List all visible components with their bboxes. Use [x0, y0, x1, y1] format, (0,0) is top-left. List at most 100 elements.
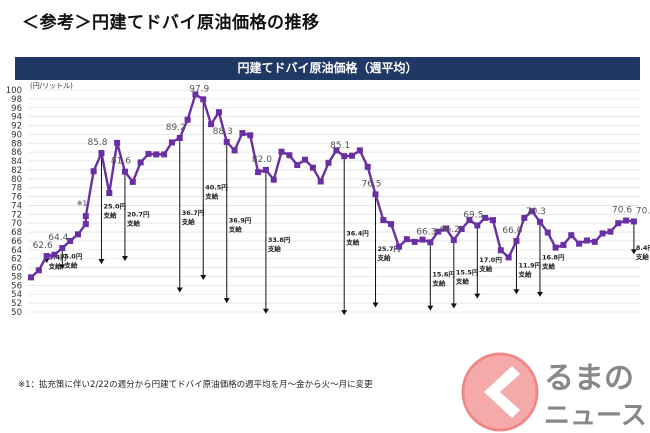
subsidy-label: 支給 — [48, 262, 63, 271]
y-tick-label: 84 — [11, 157, 22, 167]
series-line — [28, 91, 637, 281]
data-point — [51, 251, 58, 258]
y-tick-label: 98 — [11, 95, 22, 105]
y-tick-label: 56 — [11, 281, 22, 291]
data-point — [513, 237, 520, 244]
value-label: 66.3 — [416, 227, 436, 237]
y-axis-label: (円/リットル) — [30, 82, 73, 90]
svg-text:ニュース: ニュース — [544, 401, 647, 431]
data-point — [427, 239, 434, 246]
subsidy-amount: 33.8円 — [268, 236, 291, 244]
arrow-head-icon — [450, 303, 457, 309]
data-point — [145, 150, 152, 157]
value-label: 76.5 — [361, 179, 381, 189]
value-label: 66.2 — [440, 225, 460, 235]
subsidy-label: 支給 — [455, 276, 470, 285]
y-tick-label: 92 — [11, 122, 22, 132]
data-point — [341, 153, 348, 160]
data-point — [294, 162, 301, 169]
subsidy-label: 支給 — [478, 264, 493, 273]
data-point — [615, 220, 622, 227]
data-point — [82, 213, 89, 220]
data-point — [325, 159, 332, 166]
y-axis-ticks: 1009896949290888684828078767472706866646… — [6, 86, 22, 318]
data-point — [458, 225, 465, 232]
data-point — [576, 240, 583, 247]
subsidy-label: 支給 — [204, 192, 219, 201]
subsidy-label: 支給 — [431, 278, 446, 287]
chart-title-banner: 円建てドバイ原油価格（週平均） — [15, 57, 640, 80]
arrow-head-icon — [372, 302, 379, 308]
subsidy-amount: 36.4円 — [346, 230, 369, 238]
data-point — [215, 109, 222, 116]
data-point — [529, 208, 536, 215]
y-tick-label: 94 — [11, 113, 22, 123]
data-point — [82, 221, 89, 228]
data-point — [380, 217, 387, 224]
data-point — [466, 217, 473, 224]
footnote: ※1：拡充策に伴い2/22の週分から円建てドバイ原油価格の週平均を月～金から火～… — [18, 380, 373, 390]
value-label: 81.6 — [111, 157, 131, 167]
subsidy-label: 支給 — [345, 238, 360, 247]
data-point — [43, 253, 50, 260]
subsidy-label: 支給 — [541, 261, 556, 270]
data-point — [521, 214, 528, 221]
subsidy-amount: 16.8円 — [542, 253, 565, 261]
data-point — [302, 156, 309, 163]
y-tick-label: 82 — [11, 166, 22, 176]
data-point — [591, 238, 598, 245]
data-point — [161, 151, 168, 158]
subsidy-label: 支給 — [267, 244, 282, 253]
subsidy-label: 支給 — [517, 270, 532, 279]
data-point — [583, 237, 590, 244]
note-marker: ※1 — [77, 199, 87, 207]
data-point — [333, 147, 340, 154]
subsidy-amount: 15.5円 — [456, 268, 479, 276]
page-title: ＜参考＞円建てドバイ原油価格の推移 — [22, 13, 320, 33]
subsidy-amount: 5.0円 — [64, 253, 83, 261]
value-label: 70.4 — [636, 206, 650, 216]
arrow-head-icon — [98, 259, 105, 265]
subsidy-amount: 36.7円 — [182, 209, 205, 217]
subsidy-label: 支給 — [63, 261, 78, 270]
arrow-head-icon — [536, 291, 543, 297]
data-point — [364, 163, 371, 170]
value-label: 88.3 — [213, 127, 233, 137]
subsidy-label: 支給 — [635, 252, 650, 261]
data-point — [137, 159, 144, 166]
data-point — [560, 241, 567, 248]
data-point — [419, 236, 426, 243]
data-point — [239, 130, 246, 137]
value-labels: 62.664.4 85.8 81.6 89.2 97.9 88.3 82.0 85.1 76.5… — [33, 84, 650, 251]
arrow-head-icon — [223, 298, 230, 304]
arrow-head-icon — [200, 275, 207, 281]
data-point — [474, 222, 481, 229]
value-label: 85.1 — [330, 141, 350, 151]
y-tick-label: 58 — [11, 272, 22, 282]
data-point — [630, 218, 637, 225]
data-point — [544, 229, 551, 236]
grid-lines — [28, 89, 640, 313]
y-tick-label: 90 — [11, 130, 22, 140]
data-point — [349, 152, 356, 159]
data-point — [372, 191, 379, 198]
value-label: 89.2 — [166, 123, 186, 133]
data-point — [231, 147, 238, 154]
data-point — [552, 244, 559, 251]
data-point — [536, 218, 543, 225]
subsidy-label: 支給 — [126, 218, 140, 227]
data-point — [623, 217, 630, 224]
arrow-head-icon — [630, 249, 637, 255]
y-tick-label: 100 — [6, 86, 22, 96]
y-tick-label: 68 — [11, 228, 22, 238]
data-point — [607, 228, 614, 235]
data-point — [442, 225, 449, 232]
y-tick-label: 66 — [11, 237, 22, 247]
data-point — [208, 121, 215, 128]
subsidy-amount: 25.7円 — [378, 245, 401, 253]
data-point — [286, 152, 293, 159]
y-tick-label: 96 — [11, 104, 22, 114]
arrow-head-icon — [513, 289, 520, 295]
